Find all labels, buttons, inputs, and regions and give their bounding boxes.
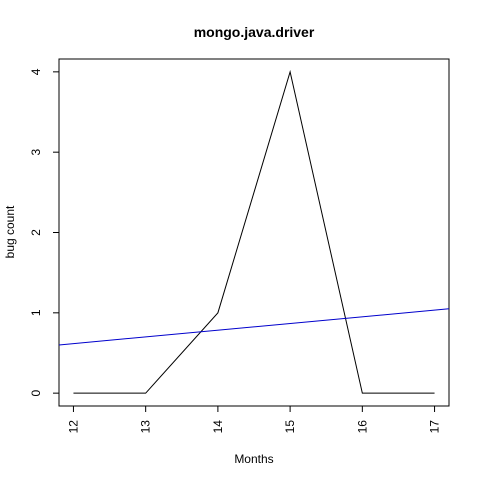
y-tick-label: 4 [29, 68, 43, 75]
x-tick-label: 16 [355, 420, 369, 434]
chart-marks [58, 69, 450, 394]
y-tick-label: 0 [29, 389, 43, 396]
x-tick-label: 15 [283, 420, 297, 434]
x-tick-label: 17 [428, 420, 442, 434]
y-tick-label: 1 [29, 309, 43, 316]
x-tick-label: 14 [211, 420, 225, 434]
trend-line [58, 308, 450, 346]
x-tick-label: 12 [66, 420, 80, 434]
chart-title: mongo.java.driver [194, 24, 315, 40]
series-line-0 [73, 69, 435, 394]
x-tick-label: 13 [139, 420, 153, 434]
y-tick-label: 2 [29, 229, 43, 236]
y-axis-label: bug count [3, 205, 17, 258]
x-axis-label: Months [234, 452, 273, 466]
y-tick-label: 3 [29, 149, 43, 156]
plot-frame [58, 58, 450, 407]
